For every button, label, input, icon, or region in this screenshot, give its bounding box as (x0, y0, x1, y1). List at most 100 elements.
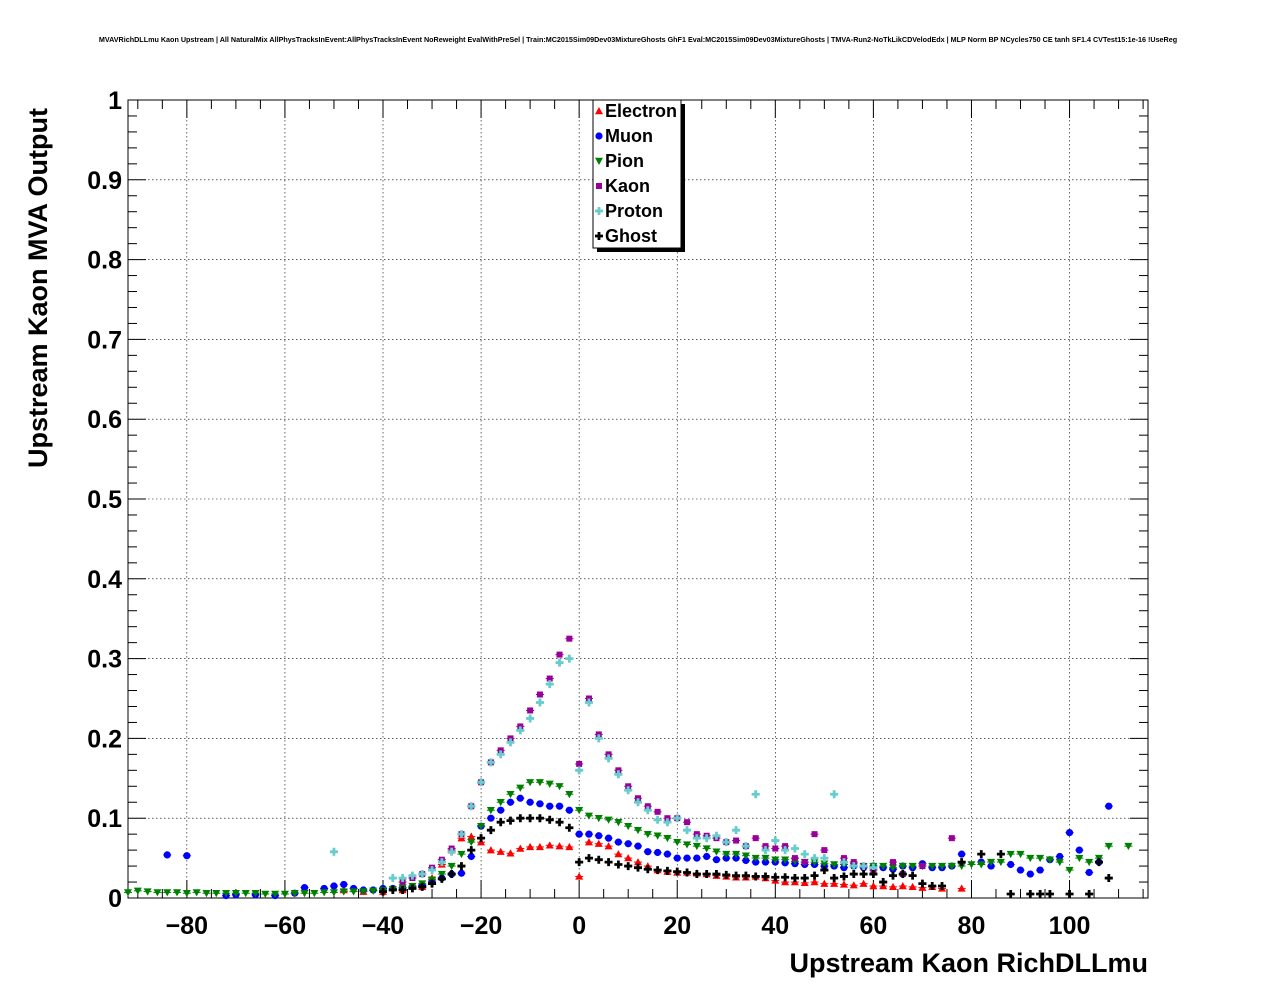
data-point (428, 866, 437, 875)
data-point (614, 838, 622, 846)
data-point (712, 870, 721, 879)
data-point (487, 814, 495, 822)
data-point (790, 844, 799, 853)
legend-label: Electron (605, 101, 677, 121)
data-point (584, 854, 593, 863)
data-point (879, 862, 888, 871)
data-point (996, 858, 1005, 867)
data-point (506, 798, 515, 806)
data-point (683, 826, 692, 835)
data-point (673, 838, 682, 847)
legend-marker (595, 157, 603, 165)
data-point (614, 850, 623, 858)
data-point (535, 842, 544, 851)
data-point (673, 854, 681, 862)
y-tick-label: 0.2 (87, 725, 122, 753)
data-point (742, 856, 750, 865)
data-point (663, 818, 672, 827)
data-point (526, 814, 535, 823)
data-point (957, 858, 966, 867)
data-points (124, 635, 1133, 900)
data-point (722, 850, 731, 859)
data-point (437, 870, 446, 879)
data-point (1065, 828, 1074, 837)
data-point (634, 842, 642, 850)
series-pion (124, 779, 1133, 899)
data-point (634, 858, 642, 866)
data-point (898, 862, 907, 871)
data-point (1036, 890, 1045, 899)
data-point (890, 859, 896, 866)
data-point (1036, 866, 1044, 874)
data-point (359, 888, 368, 896)
data-point (1065, 890, 1074, 899)
data-point (251, 890, 260, 898)
data-point (811, 831, 818, 838)
data-point (477, 834, 486, 843)
data-point (849, 870, 858, 879)
y-tick-label: 0.1 (87, 805, 122, 833)
data-point (477, 822, 486, 831)
data-point (1026, 870, 1034, 878)
data-point (457, 850, 466, 859)
y-tick-label: 0.6 (87, 406, 122, 434)
data-point (555, 783, 564, 791)
data-point (565, 842, 574, 851)
data-point (683, 868, 692, 877)
data-point (526, 714, 535, 723)
legend-marker (595, 207, 603, 215)
y-tick-label: 0.4 (87, 566, 122, 594)
data-point (280, 890, 289, 899)
data-point (732, 871, 741, 880)
data-point (644, 848, 652, 856)
data-point (565, 806, 573, 814)
data-point (859, 862, 868, 871)
data-point (486, 758, 495, 767)
data-point (536, 800, 544, 808)
data-point (663, 866, 672, 875)
data-point (516, 844, 525, 852)
data-point (849, 881, 858, 889)
data-point (1036, 854, 1045, 863)
data-point (604, 842, 613, 850)
data-point (546, 675, 553, 682)
data-point (1056, 852, 1064, 861)
legend-label: Kaon (605, 176, 650, 196)
data-point (1006, 890, 1015, 899)
data-point (428, 879, 437, 888)
data-point (663, 850, 672, 858)
y-axis-title: Upstream Kaon MVA Output (23, 108, 53, 468)
data-point (447, 862, 456, 871)
data-point (928, 862, 937, 871)
data-point (556, 651, 563, 658)
data-point (869, 870, 878, 879)
y-tick-label: 0.5 (87, 486, 122, 514)
data-point (800, 850, 809, 859)
data-point (869, 863, 878, 872)
data-point (1026, 890, 1035, 899)
data-point (614, 860, 623, 869)
data-point (869, 882, 878, 890)
data-point (173, 889, 182, 897)
data-point (947, 862, 956, 871)
data-point (938, 862, 947, 871)
data-point (801, 859, 808, 866)
data-point (948, 835, 955, 842)
data-point (555, 802, 564, 810)
data-point (526, 798, 534, 806)
data-point (683, 841, 692, 849)
data-point (772, 845, 779, 852)
data-point (124, 889, 132, 897)
data-point (379, 887, 387, 896)
data-point (654, 848, 662, 857)
data-point (506, 791, 515, 799)
data-point (614, 818, 623, 827)
data-point (938, 882, 947, 891)
data-point (1065, 866, 1074, 875)
data-point (457, 862, 466, 871)
data-point (781, 873, 790, 882)
data-point (467, 838, 476, 847)
y-tick-label: 0.9 (87, 167, 122, 195)
y-tick-label: 1 (108, 87, 122, 115)
